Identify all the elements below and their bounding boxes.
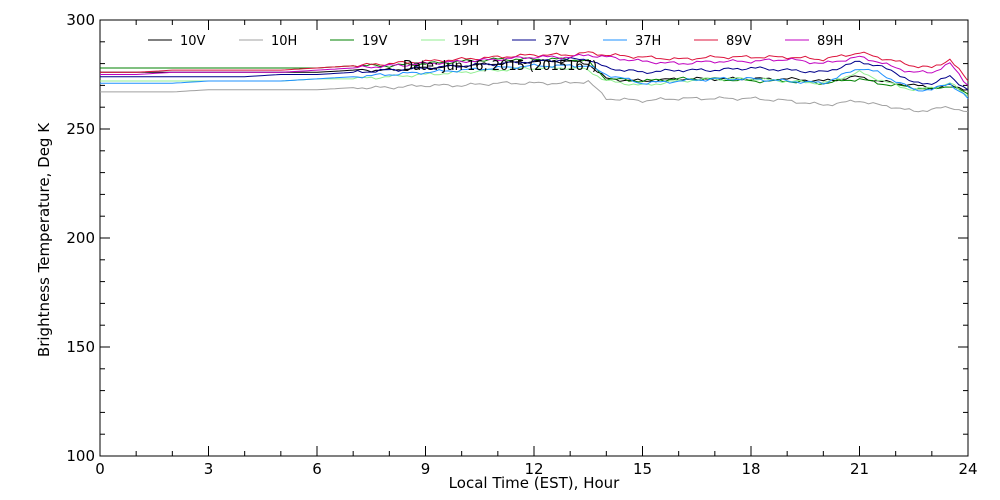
- legend-label-37v: 37V: [544, 34, 570, 49]
- y-tick-label: 100: [66, 447, 95, 465]
- legend-label-89h: 89H: [817, 34, 843, 49]
- series-line-89v: [100, 51, 969, 82]
- x-tick-label: 3: [204, 460, 214, 478]
- x-tick-label: 12: [524, 460, 543, 478]
- legend-label-19v: 19V: [362, 34, 388, 49]
- chart-subtitle: Date: Jun 16, 2015 (2015167): [403, 59, 597, 74]
- series-line-37h: [100, 63, 969, 99]
- legend-label-89v: 89V: [726, 34, 752, 49]
- y-tick-label: 250: [66, 120, 95, 138]
- legend: 10V 10H 19V 19H 37V 37H 89V 89H: [148, 34, 843, 49]
- series-line-89h: [100, 53, 969, 86]
- series-lines: [100, 51, 969, 113]
- x-tick-label: 24: [958, 460, 977, 478]
- legend-label-10v: 10V: [180, 34, 206, 49]
- legend-label-10h: 10H: [271, 34, 297, 49]
- x-tick-label: 6: [312, 460, 322, 478]
- y-tick-label: 300: [66, 11, 95, 29]
- x-tick-label: 15: [633, 460, 652, 478]
- y-axis: 100 150 200 250 300: [66, 11, 968, 465]
- legend-label-37h: 37H: [635, 34, 661, 49]
- series-line-10h: [100, 79, 969, 113]
- x-axis-title: Local Time (EST), Hour: [449, 474, 620, 492]
- x-tick-label: 18: [741, 460, 760, 478]
- series-line-37v: [100, 57, 969, 91]
- y-tick-label: 200: [66, 229, 95, 247]
- plot-frame: [99, 19, 969, 457]
- legend-label-19h: 19H: [453, 34, 479, 49]
- y-tick-label: 150: [66, 338, 95, 356]
- x-axis: 0 3 6 9 12 15 18 21 24: [95, 20, 978, 478]
- x-tick-label: 9: [421, 460, 431, 478]
- plot-border: [99, 19, 969, 457]
- x-tick-label: 0: [95, 460, 105, 478]
- x-tick-label: 21: [850, 460, 869, 478]
- y-axis-title: Brightness Temperature, Deg K: [35, 122, 53, 357]
